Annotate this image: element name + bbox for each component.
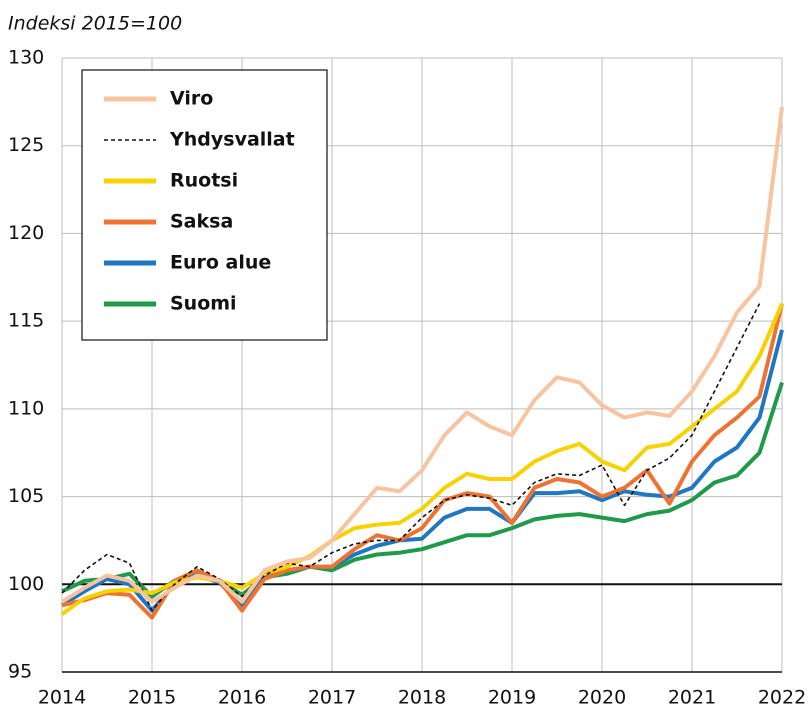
y-tick-label: 110 xyxy=(8,397,44,419)
x-tick-label: 2020 xyxy=(578,687,626,709)
legend-label: Euro alue xyxy=(170,252,271,274)
legend-label: Saksa xyxy=(170,211,233,233)
x-tick-label: 2019 xyxy=(488,687,536,709)
series-line xyxy=(60,106,784,604)
x-tick-label: 2017 xyxy=(308,687,356,709)
y-axis-label: Indeksi 2015=100 xyxy=(8,13,182,35)
y-tick-label: 120 xyxy=(8,222,44,244)
x-tick-label: 2015 xyxy=(128,687,176,709)
x-tick-label: 2021 xyxy=(668,687,716,709)
legend-label: Suomi xyxy=(170,293,237,315)
x-tick-label: 2018 xyxy=(398,687,446,709)
legend: Viro Yhdysvallat Ruotsi Saksa Euro alue Suomi xyxy=(81,69,328,341)
series-line xyxy=(61,303,761,612)
y-tick-label: 130 xyxy=(8,47,44,69)
y-tick-label: 100 xyxy=(8,573,44,595)
legend-label: Ruotsi xyxy=(170,170,238,192)
y-tick-label: 95 xyxy=(8,661,32,683)
y-tick-label: 105 xyxy=(8,485,44,507)
y-tick-label: 115 xyxy=(8,310,44,332)
legend-label: Viro xyxy=(170,88,213,110)
x-tick-label: 2014 xyxy=(38,687,86,709)
legend-box xyxy=(81,69,328,341)
series-line xyxy=(60,302,784,616)
legend-label: Yhdysvallat xyxy=(169,129,295,151)
series-line xyxy=(61,303,784,620)
x-tick-label: 2022 xyxy=(758,687,806,709)
y-tick-label: 125 xyxy=(8,134,44,156)
x-tick-label: 2016 xyxy=(218,687,266,709)
